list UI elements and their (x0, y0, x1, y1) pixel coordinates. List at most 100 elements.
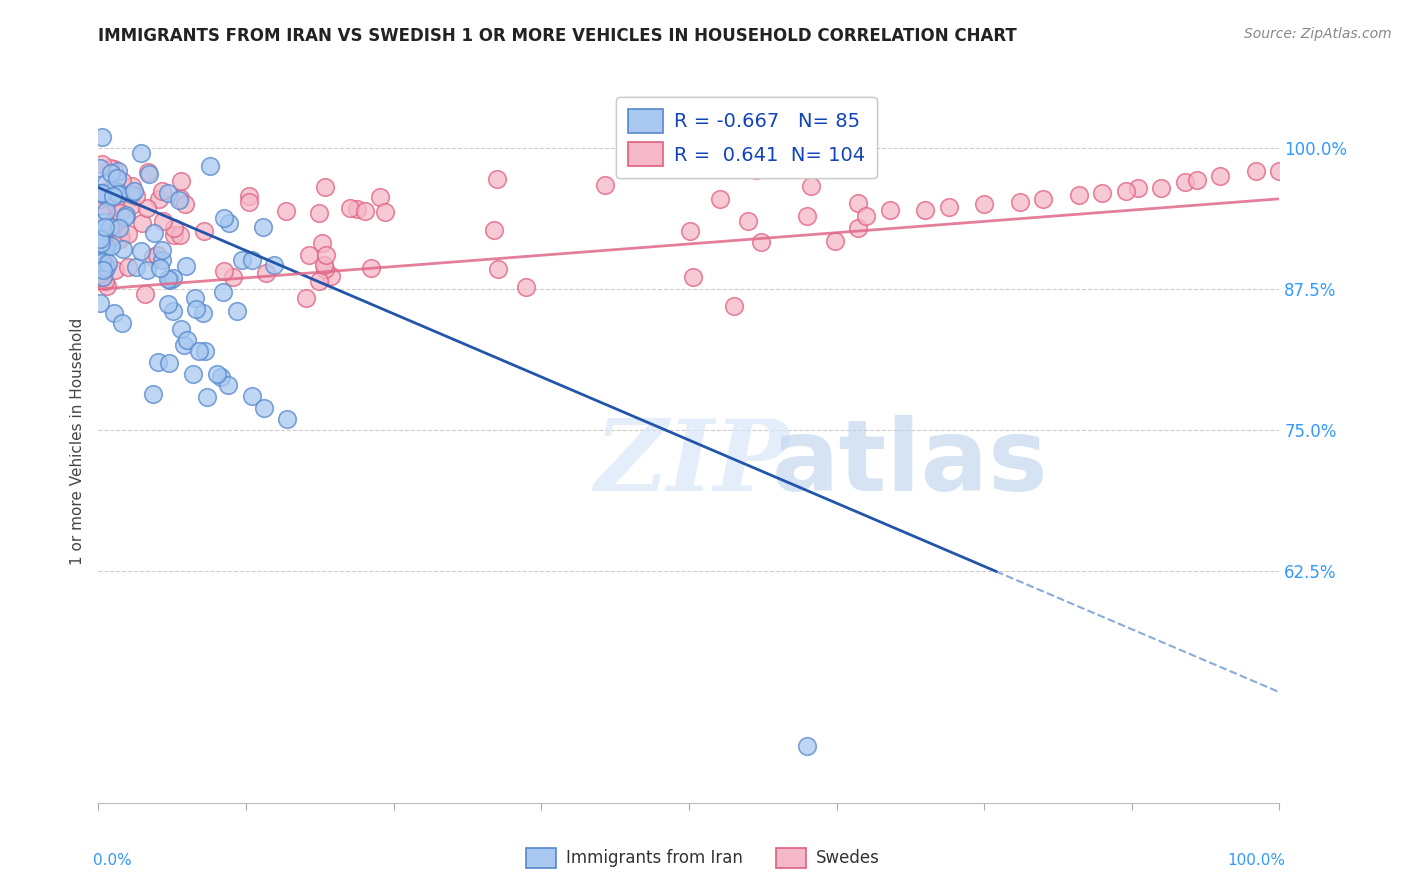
Point (184, 302, 207, 317)
Point (315, 247, 337, 261)
Text: ZIP: ZIP (595, 415, 789, 511)
Point (90, 157, 112, 171)
Point (108, 232, 131, 246)
Point (254, 266, 277, 280)
Point (111, 174, 134, 188)
Point (148, 193, 170, 207)
Point (107, 164, 129, 178)
Point (800, 179, 823, 194)
Point (181, 367, 204, 381)
Point (114, 210, 136, 224)
Point (94, 219, 117, 234)
Point (319, 268, 342, 283)
Legend: Immigrants from Iran, Swedes: Immigrants from Iran, Swedes (519, 841, 887, 875)
Point (117, 227, 139, 241)
Point (308, 206, 330, 220)
Point (93, 186, 115, 200)
Point (1008, 195, 1031, 210)
Point (157, 272, 180, 286)
Point (183, 292, 205, 306)
Point (150, 243, 173, 257)
Point (176, 333, 198, 347)
Text: Source: ZipAtlas.com: Source: ZipAtlas.com (1244, 27, 1392, 41)
Point (174, 196, 197, 211)
Point (360, 261, 382, 276)
Point (135, 263, 157, 277)
Point (100, 239, 122, 253)
Point (91, 129, 114, 144)
Point (1244, 163, 1267, 178)
Point (91, 259, 114, 273)
Point (90, 229, 112, 244)
Point (796, 209, 818, 223)
Point (89, 192, 111, 206)
Point (484, 222, 506, 236)
Point (146, 355, 169, 369)
Point (89, 226, 111, 240)
Point (595, 178, 617, 193)
Point (295, 291, 318, 305)
Point (107, 220, 129, 235)
Point (709, 193, 731, 207)
Point (205, 367, 228, 381)
Point (91, 202, 114, 216)
Point (212, 263, 235, 277)
Point (515, 280, 537, 294)
Point (162, 271, 184, 285)
Point (170, 174, 193, 188)
Text: IMMIGRANTS FROM IRAN VS SWEDISH 1 OR MORE VEHICLES IN HOUSEHOLD CORRELATION CHAR: IMMIGRANTS FROM IRAN VS SWEDISH 1 OR MOR… (98, 27, 1017, 45)
Point (100, 220, 122, 235)
Point (105, 201, 128, 215)
Point (103, 306, 125, 320)
Point (212, 211, 235, 226)
Point (104, 263, 127, 277)
Point (90, 232, 112, 246)
Point (152, 214, 174, 228)
Point (107, 187, 129, 202)
Point (107, 171, 129, 186)
Point (1115, 184, 1137, 198)
Point (89, 203, 111, 218)
Point (121, 198, 143, 212)
Point (97, 225, 120, 239)
Point (89, 186, 111, 200)
Point (1174, 175, 1197, 189)
Point (91, 263, 114, 277)
Point (749, 235, 772, 249)
Point (373, 204, 395, 219)
Point (94, 203, 117, 218)
Point (103, 183, 125, 197)
Point (94, 274, 117, 288)
Point (276, 412, 298, 426)
Point (276, 204, 298, 219)
Point (240, 253, 263, 268)
Point (212, 285, 235, 299)
Text: atlas: atlas (772, 415, 1049, 512)
Point (187, 344, 209, 359)
Point (1067, 188, 1090, 202)
Point (193, 306, 215, 320)
Point (339, 201, 361, 215)
Point (120, 187, 142, 202)
Point (169, 193, 191, 207)
Point (89, 232, 111, 246)
Point (94, 177, 117, 191)
Point (194, 344, 217, 359)
Point (938, 200, 960, 214)
Point (150, 185, 173, 199)
Point (101, 215, 124, 229)
Point (312, 258, 335, 272)
Point (96, 189, 118, 203)
Point (879, 203, 901, 218)
Point (1126, 180, 1149, 194)
Point (108, 224, 131, 238)
Point (96, 279, 118, 293)
Point (314, 262, 336, 277)
Point (1032, 192, 1054, 206)
Point (111, 242, 134, 256)
Point (90, 255, 112, 269)
Point (89, 296, 111, 310)
Point (253, 401, 276, 415)
Point (91, 186, 114, 200)
Point (170, 321, 193, 335)
